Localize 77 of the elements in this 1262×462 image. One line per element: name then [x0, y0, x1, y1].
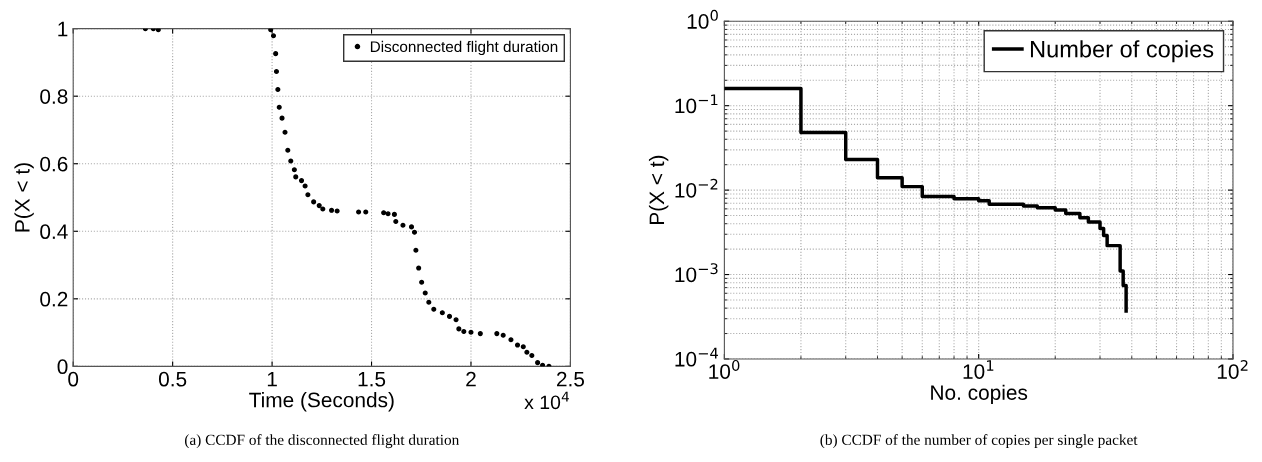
text: (b) CCDF of the number of copies per single packet — [820, 434, 1138, 449]
point — [408, 224, 415, 230]
y-tick-label: 0.2 — [40, 291, 68, 307]
point — [293, 174, 299, 180]
point — [270, 33, 277, 39]
point — [385, 211, 391, 217]
point — [422, 290, 428, 296]
point — [413, 247, 419, 253]
legend-label: Disconnected flight duration — [370, 40, 558, 56]
x-tick-label: 0 — [68, 371, 79, 387]
point — [356, 209, 362, 215]
y-tick-label: 10$^{0}$ — [687, 9, 718, 29]
text: (a) CCDF of the disconnected flight duration — [185, 434, 460, 449]
point — [529, 353, 535, 359]
point — [381, 210, 387, 216]
point — [302, 183, 308, 189]
y-tick-label: 10$^{−3}$ — [675, 263, 718, 283]
point — [288, 158, 294, 164]
point — [273, 69, 279, 75]
point — [305, 192, 311, 198]
y-tick-label: 1 — [58, 21, 68, 37]
point — [411, 229, 418, 235]
y-tick-label: 10$^{−2}$ — [675, 178, 718, 198]
x-tick-label: 2 — [466, 371, 476, 387]
point — [514, 342, 521, 348]
x-tick-label: 2.5 — [556, 371, 585, 387]
x-tick-label: 10$^{1}$ — [963, 360, 994, 379]
point — [520, 344, 526, 350]
y-tick-label: 10$^{−1}$ — [675, 94, 718, 114]
point — [400, 222, 406, 228]
point — [334, 208, 340, 214]
y-tick-label: 0.4 — [40, 224, 68, 240]
point — [155, 28, 161, 33]
y-axis-title: P(X < t) — [648, 155, 669, 224]
x-axis-title: No. copies — [931, 384, 1028, 405]
point — [494, 331, 500, 337]
point — [363, 209, 369, 215]
point — [416, 265, 422, 271]
point — [311, 199, 317, 205]
point — [391, 211, 397, 217]
point — [535, 360, 541, 366]
point — [275, 86, 281, 92]
y-tick-label: 0.8 — [40, 89, 68, 104]
legend-label: Number of copies — [1031, 40, 1214, 63]
point — [329, 207, 335, 213]
point — [477, 331, 483, 337]
point — [279, 115, 285, 121]
point — [439, 310, 445, 316]
x-tick-label: 1 — [267, 371, 277, 387]
point — [426, 299, 432, 305]
y-tick-label: 0.6 — [40, 156, 68, 172]
point — [291, 167, 297, 173]
point — [419, 279, 425, 285]
point — [540, 362, 546, 367]
point — [282, 129, 288, 135]
point — [524, 349, 530, 355]
x-axis-title: Time (Seconds) — [249, 392, 394, 412]
point — [276, 104, 282, 110]
point — [298, 178, 305, 184]
point — [508, 337, 514, 343]
point — [461, 329, 467, 335]
y-axis-title: P(X < t) — [14, 163, 34, 232]
x-tick-label: 0.5 — [158, 371, 187, 387]
point — [273, 51, 279, 57]
point — [456, 326, 462, 332]
point — [320, 206, 326, 212]
x-tick-label: 10$^{2}$ — [1217, 359, 1248, 379]
point — [431, 306, 437, 312]
point — [446, 313, 453, 319]
point — [316, 203, 322, 209]
point — [500, 332, 506, 338]
x-tick-label: 1.5 — [358, 371, 386, 387]
point — [285, 147, 291, 153]
point — [468, 329, 474, 335]
point — [393, 218, 399, 225]
text: x 10$^{4}$ — [524, 391, 569, 410]
point — [453, 317, 459, 323]
